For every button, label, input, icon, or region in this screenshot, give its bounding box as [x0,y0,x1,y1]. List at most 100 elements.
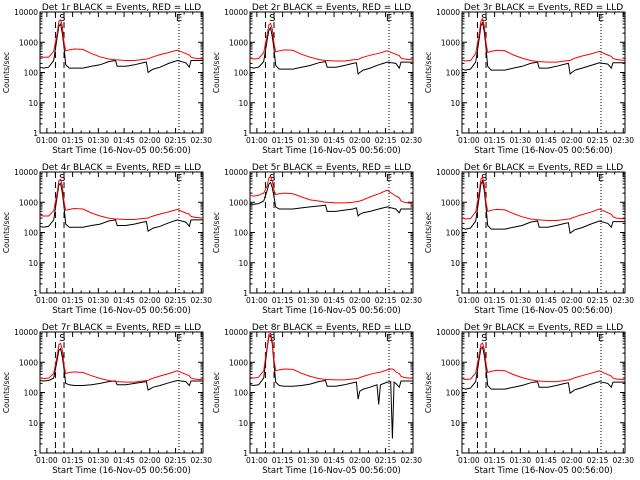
series-line-lld [39,19,204,61]
y-tick-label: 10 [450,419,460,428]
marker-label: E [176,173,182,184]
y-tick-label: 100 [446,69,461,78]
y-tick-label: 10 [450,259,460,268]
y-axis-label: Counts/sec [2,212,11,253]
x-tick-label: 01:30 [510,456,532,465]
y-axis-label: Counts/sec [2,52,11,93]
marker-label: E [386,13,392,24]
x-tick-label: 01:00 [36,296,58,305]
marker-label: E [386,333,392,344]
marker-label: S [481,333,487,344]
y-tick-label: 1 [33,289,38,298]
x-tick-label: 01:30 [88,296,110,305]
series-line-lld [249,175,414,205]
x-tick-label: 01:30 [88,456,110,465]
y-tick-label: 10000 [14,168,38,177]
x-tick-label: 01:15 [62,296,84,305]
y-tick-label: 1000 [229,358,248,367]
x-tick-label: 01:15 [272,296,294,305]
y-tick-label: 1 [455,129,460,138]
panel-det-3r: Det 3r BLACK = Events, RED = LLD 1 10 100 10… [424,3,634,156]
y-tick-label: 10 [238,419,248,428]
y-tick-label: 10 [238,259,248,268]
marker-label: S [269,13,275,24]
y-axis-label: Counts/sec [424,372,433,413]
marker-label: E [598,333,604,344]
x-axis-label: Start Time (16-Nov-05 00:56:00) [474,146,613,156]
panel-title: Det 1r BLACK = Events, RED = LLD [42,3,201,13]
y-tick-label: 1 [243,289,248,298]
y-tick-label: 100 [24,389,39,398]
y-tick-label: 100 [234,229,249,238]
y-tick-label: 10000 [224,8,248,17]
y-axis-label: Counts/sec [212,212,221,253]
series-line-events [249,26,413,75]
y-axis-label: Counts/sec [424,52,433,93]
marker-label: S [59,333,65,344]
x-tick-label: 01:45 [323,136,345,145]
x-tick-label: 02:00 [139,456,161,465]
x-tick-label: 01:45 [535,296,557,305]
marker-label: S [481,13,487,24]
x-tick-label: 01:45 [535,456,557,465]
panel-det-4r: Det 4r BLACK = Events, RED = LLD 1 10 100 10… [2,163,212,316]
y-tick-label: 10000 [436,8,460,17]
x-tick-label: 02:00 [561,136,583,145]
x-axis-label: Start Time (16-Nov-05 00:56:00) [52,306,191,316]
x-tick-label: 02:30 [612,296,634,305]
x-tick-label: 02:15 [165,136,187,145]
x-tick-label: 01:15 [484,136,506,145]
series-line-events [461,179,625,235]
marker-label: E [386,173,392,184]
panel-det-2r: Det 2r BLACK = Events, RED = LLD 1 10 100 10… [212,3,422,156]
y-tick-label: 10 [28,419,38,428]
y-tick-label: 1000 [229,38,248,47]
x-tick-label: 01:30 [298,456,320,465]
series-line-lld [249,332,414,381]
y-tick-label: 10000 [436,328,460,337]
y-tick-label: 100 [234,389,249,398]
x-tick-label: 01:00 [246,136,268,145]
x-tick-label: 01:00 [458,136,480,145]
x-tick-label: 01:00 [36,456,58,465]
x-tick-label: 01:15 [484,296,506,305]
x-tick-label: 02:00 [349,456,371,465]
y-tick-label: 1000 [441,358,460,367]
y-tick-label: 10000 [224,328,248,337]
marker-label: E [176,13,182,24]
series-line-lld [39,342,204,383]
series-line-lld [461,17,626,63]
y-tick-label: 10000 [14,328,38,337]
marker-label: S [59,173,65,184]
series-line-events [249,181,413,218]
marker-label: S [59,13,65,24]
x-tick-label: 01:00 [246,296,268,305]
x-tick-label: 02:30 [400,456,422,465]
x-tick-label: 02:15 [375,296,397,305]
series-line-events [461,345,625,395]
x-tick-label: 01:30 [510,136,532,145]
x-tick-label: 02:30 [400,136,422,145]
x-tick-label: 01:45 [535,136,557,145]
x-tick-label: 02:15 [375,456,397,465]
y-axis-label: Counts/sec [424,212,433,253]
panel-det-8r: Det 8r BLACK = Events, RED = LLD 1 10 100 10… [212,323,422,476]
y-tick-label: 1 [33,129,38,138]
panel-det-7r: Det 7r BLACK = Events, RED = LLD 1 10 100 10… [2,323,212,476]
y-tick-label: 100 [234,69,249,78]
series-line-events [39,22,203,74]
x-tick-label: 01:30 [88,136,110,145]
y-tick-label: 1 [455,449,460,458]
x-tick-label: 01:30 [298,136,320,145]
x-tick-label: 01:15 [62,136,84,145]
panel-det-1r: Det 1r BLACK = Events, RED = LLD 1 10 100 10… [2,3,212,156]
x-tick-label: 01:45 [113,136,135,145]
y-tick-label: 100 [24,69,39,78]
marker-label: E [598,173,604,184]
x-tick-label: 01:15 [272,136,294,145]
x-tick-label: 02:00 [561,456,583,465]
series-line-lld [461,342,626,383]
y-tick-label: 10000 [436,168,460,177]
x-tick-label: 01:30 [510,296,532,305]
